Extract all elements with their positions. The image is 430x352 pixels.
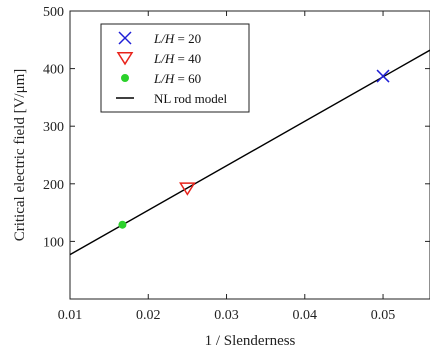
y-tick-label: 200 — [43, 178, 64, 193]
legend-label: L/H = 60 — [153, 71, 201, 86]
y-tick-label: 100 — [43, 235, 64, 250]
data-point-series-2 — [179, 182, 196, 196]
legend-swatch-marker — [116, 52, 134, 66]
legend-label: L/H = 40 — [153, 51, 201, 66]
data-point-series-3 — [118, 220, 127, 229]
y-tick-label: 500 — [43, 5, 64, 20]
y-tick-label: 400 — [43, 63, 64, 78]
legend-swatch-marker — [121, 74, 129, 82]
x-tick-label: 0.02 — [136, 308, 161, 323]
x-axis-label: 1 / Slenderness — [205, 333, 296, 349]
legend-swatch-marker-stroke — [118, 31, 132, 45]
y-tick-label: 300 — [43, 120, 64, 135]
x-tick-label: 0.01 — [58, 308, 83, 323]
legend: L/H = 20 L/H = 40 L/H = 60 NL rod model — [100, 23, 250, 113]
legend-label: NL rod model — [154, 91, 228, 106]
nl-rod-model-line — [69, 49, 430, 256]
y-axis-label: Critical electric field [V/μm] — [12, 69, 28, 242]
legend-label: L/H = 20 — [153, 31, 201, 46]
data-point-series-1-stroke — [376, 69, 390, 83]
x-tick-label: 0.04 — [293, 308, 318, 323]
x-tick-label: 0.05 — [371, 308, 396, 323]
x-tick-label: 0.03 — [214, 308, 239, 323]
ticks: 0.01 0.02 0.03 0.04 0.05 100 200 300 400 500 — [43, 5, 430, 323]
series — [69, 49, 430, 256]
